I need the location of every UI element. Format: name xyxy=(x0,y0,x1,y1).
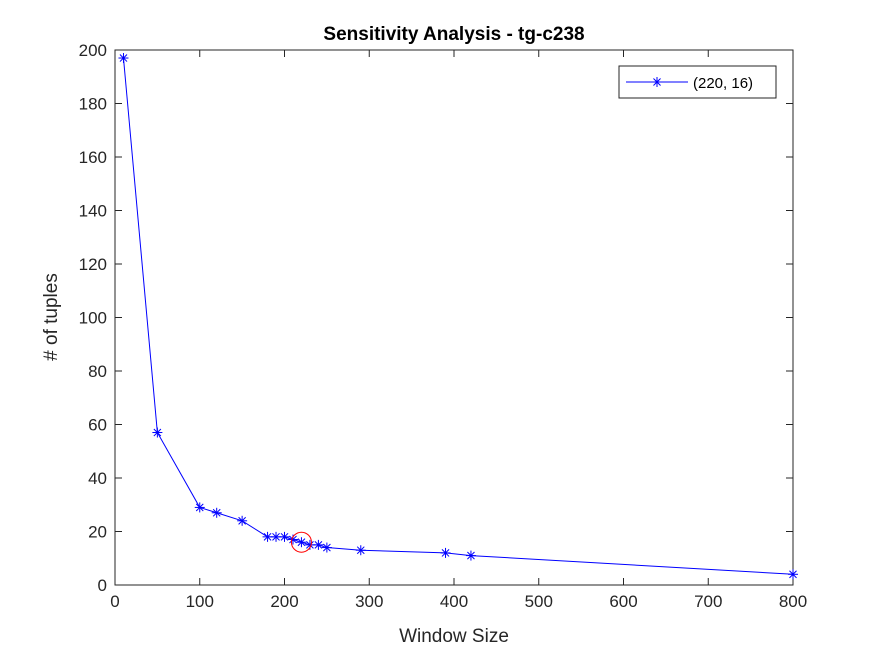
chart-title: Sensitivity Analysis - tg-c238 xyxy=(323,24,584,45)
x-tick-label: 600 xyxy=(609,592,637,611)
x-tick-label: 0 xyxy=(110,592,119,611)
x-tick-label: 100 xyxy=(186,592,214,611)
y-tick-label: 20 xyxy=(88,523,107,542)
data-point xyxy=(296,537,307,548)
x-tick-label: 700 xyxy=(694,592,722,611)
highlight-layer xyxy=(290,531,312,553)
data-point xyxy=(788,569,798,580)
y-tick-label: 200 xyxy=(79,41,107,60)
y-tick-label: 140 xyxy=(79,202,107,221)
y-tick-label: 100 xyxy=(79,309,107,328)
legend-marker xyxy=(652,77,662,87)
data-point xyxy=(287,534,298,545)
series-layer xyxy=(118,53,798,580)
x-tick-label: 800 xyxy=(779,592,807,611)
data-point xyxy=(211,507,222,518)
data-point xyxy=(313,539,324,550)
x-axis-ticks: 0 100 200 300 400 500 600 700 800 xyxy=(110,50,807,611)
data-point xyxy=(262,531,273,542)
data-point xyxy=(237,515,248,526)
y-tick-label: 180 xyxy=(79,95,107,114)
data-point xyxy=(279,531,290,542)
data-point xyxy=(271,531,282,542)
y-axis-label: # of tuples xyxy=(41,273,62,361)
x-tick-label: 200 xyxy=(270,592,298,611)
y-tick-label: 160 xyxy=(79,148,107,167)
legend-asterisk xyxy=(652,77,662,87)
data-point xyxy=(194,502,205,513)
x-axis-label: Window Size xyxy=(399,626,509,647)
x-tick-label: 500 xyxy=(525,592,553,611)
data-point xyxy=(152,427,163,438)
highlight-circle xyxy=(290,531,312,553)
y-tick-label: 80 xyxy=(88,362,107,381)
y-tick-label: 40 xyxy=(88,469,107,488)
data-point xyxy=(440,547,451,558)
data-point xyxy=(465,550,476,561)
legend-label: (220, 16) xyxy=(693,75,753,92)
data-point xyxy=(355,545,366,556)
y-axis-ticks: 0 20 40 60 80 100 120 140 160 180 200 xyxy=(79,41,793,595)
x-tick-label: 400 xyxy=(440,592,468,611)
y-tick-label: 120 xyxy=(79,255,107,274)
data-point xyxy=(304,539,315,550)
data-point xyxy=(118,53,129,64)
y-tick-label: 0 xyxy=(98,576,107,595)
data-point xyxy=(321,542,332,553)
x-tick-label: 300 xyxy=(355,592,383,611)
y-tick-label: 60 xyxy=(88,416,107,435)
plot-area xyxy=(114,49,794,586)
legend: (220, 16) xyxy=(618,65,777,99)
